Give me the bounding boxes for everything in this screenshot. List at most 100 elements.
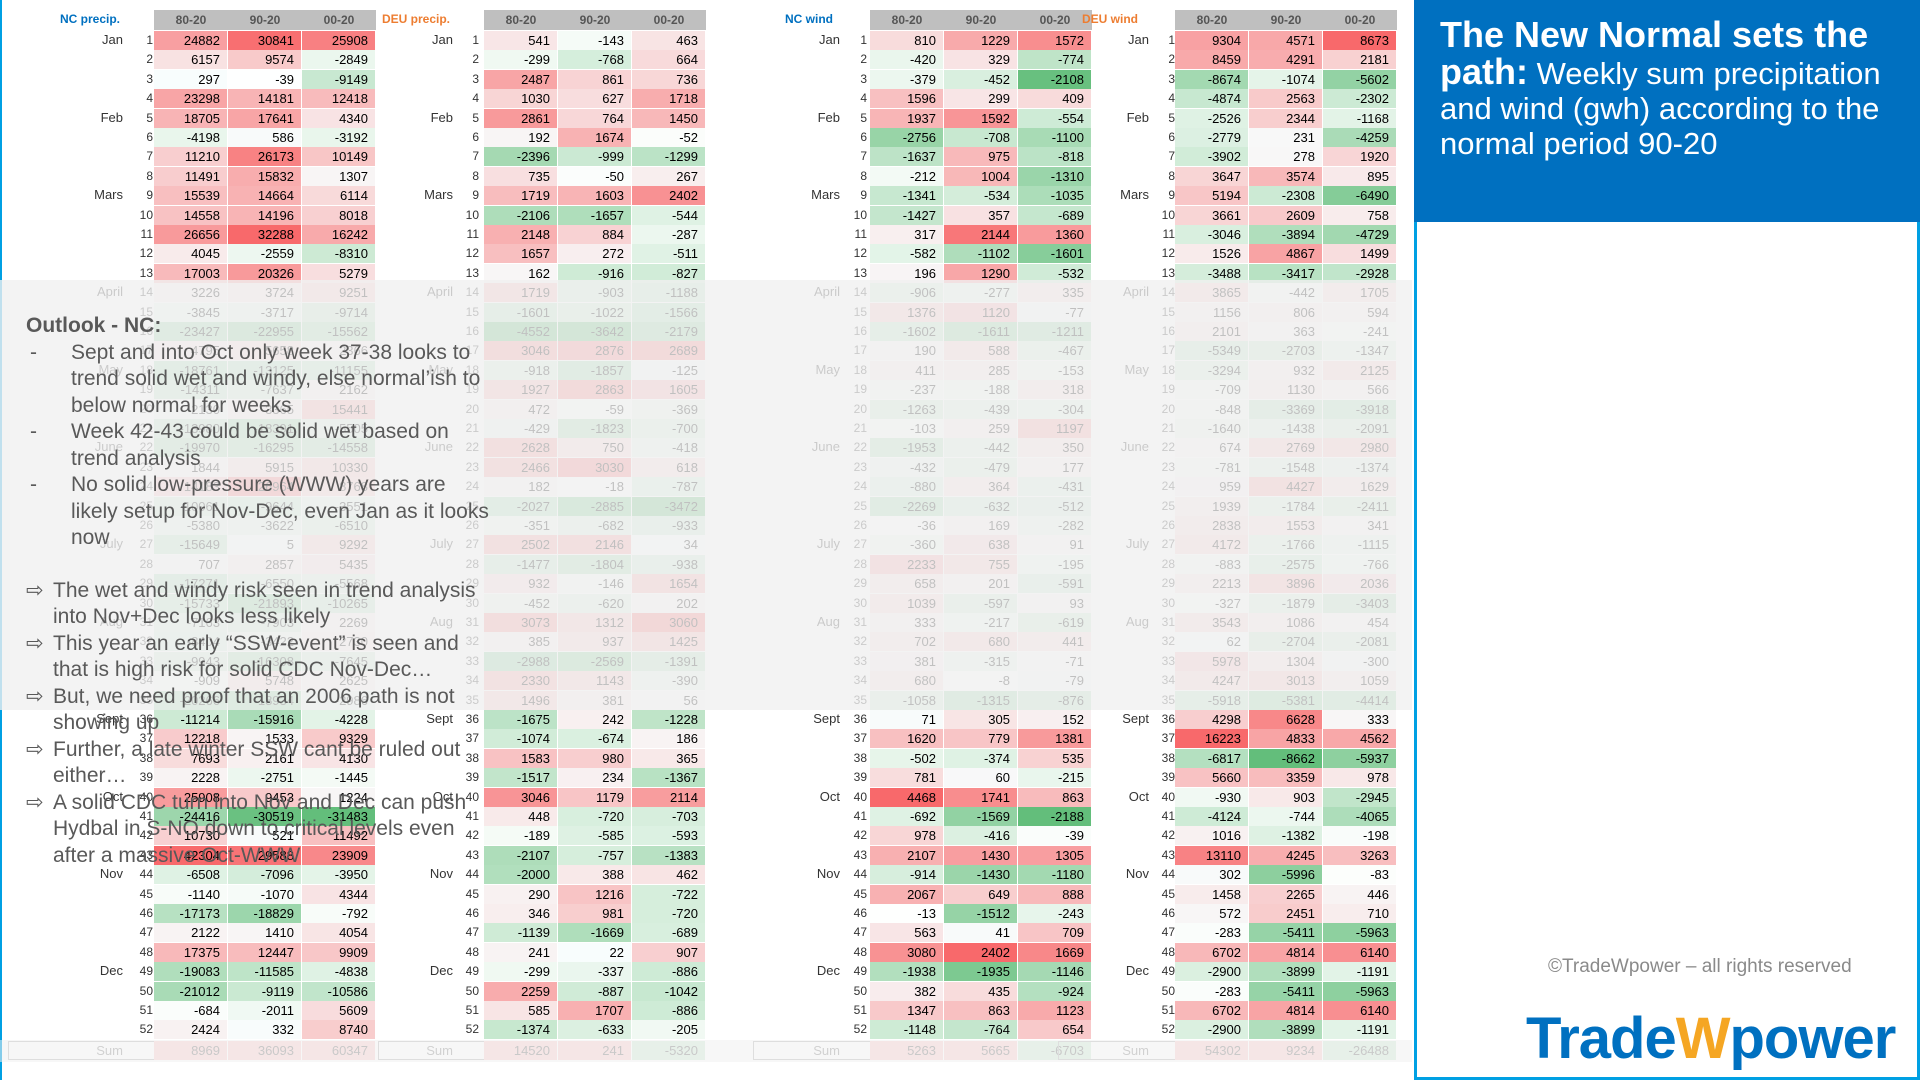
week-number: 51 (465, 1003, 479, 1017)
period-header-label: 00-20 (323, 13, 355, 27)
month-label: Oct (819, 788, 840, 804)
week-number: 13 (465, 265, 479, 280)
value-cell: -4838 (302, 962, 376, 982)
value-cell: 1707 (558, 1001, 632, 1020)
value-cell: 302 (1175, 865, 1249, 885)
value-cell: -416 (944, 826, 1018, 846)
week-number: 37 (465, 731, 479, 746)
week-number: 41 (139, 809, 153, 823)
week-number: 47 (465, 925, 479, 940)
value-cell: -1341 (870, 186, 944, 206)
value-cell: -2928 (1323, 263, 1397, 283)
week-number: 6 (1168, 130, 1175, 144)
outlook-bullet-text: Sept and into Oct only week 37-38 looks … (71, 340, 481, 417)
month-label: Sept (426, 711, 453, 726)
value-cell: 12447 (228, 942, 302, 962)
value-cell: 1458 (1175, 884, 1249, 904)
week-number: 7 (146, 149, 153, 164)
value-cell: 12418 (302, 89, 376, 109)
period-header-label: 90-20 (965, 13, 997, 27)
value-cell: -511 (632, 244, 706, 264)
week-number: 12 (139, 246, 153, 261)
value-cell: -420 (870, 50, 944, 70)
value-cell: -1100 (1018, 128, 1092, 147)
week-number: 5 (146, 110, 153, 125)
week-number: 51 (1161, 1003, 1175, 1017)
period-header-label: 90-20 (1270, 13, 1302, 27)
value-cell: 2451 (1249, 904, 1323, 923)
value-cell: 60 (944, 768, 1018, 788)
value-cell: 333 (1323, 710, 1397, 729)
value-cell: 4833 (1249, 729, 1323, 749)
value-cell: 463 (632, 31, 706, 50)
week-number: 8 (860, 168, 867, 183)
month-label: Sept (813, 711, 840, 726)
week-number: 39 (853, 770, 867, 785)
week-number: 42 (465, 828, 479, 843)
value-cell: 9909 (302, 942, 376, 962)
value-cell: 8018 (302, 205, 376, 225)
week-number: 36 (465, 712, 479, 726)
outlook-bullet-text: No solid low-pressure (WWW) years are li… (71, 473, 489, 549)
period-header-label: 00-20 (1039, 13, 1071, 27)
value-cell: -930 (1175, 787, 1249, 807)
outlook-bullet: - Sept and into Oct only week 37-38 looks… (26, 340, 496, 420)
value-cell: -39 (228, 69, 302, 89)
value-cell: -818 (1018, 147, 1092, 167)
week-number: 38 (139, 750, 153, 765)
value-cell: 297 (154, 69, 228, 89)
week-number: 45 (853, 886, 867, 901)
value-cell: -1070 (228, 884, 302, 904)
value-cell: -337 (558, 962, 632, 982)
value-cell: 6114 (302, 186, 376, 206)
value-cell: 329 (944, 50, 1018, 70)
value-cell: -2751 (228, 768, 302, 788)
value-cell: 1347 (870, 1001, 944, 1020)
value-cell: -9149 (302, 69, 376, 89)
value-cell: 975 (944, 147, 1018, 167)
value-cell: -585 (558, 826, 632, 846)
week-number: 3 (860, 71, 867, 86)
value-cell: 152 (1018, 710, 1092, 729)
value-cell: 1450 (632, 108, 706, 128)
value-cell: -1367 (632, 768, 706, 788)
value-cell: 1583 (484, 748, 558, 768)
value-cell: 3080 (870, 942, 944, 962)
month-label: Mars (94, 187, 123, 203)
value-cell: 9329 (302, 729, 376, 749)
week-number: 38 (1161, 750, 1175, 765)
week-number: 46 (853, 906, 867, 920)
value-cell: 299 (944, 89, 1018, 109)
week-number: 38 (853, 750, 867, 765)
value-cell: 29588 (228, 845, 302, 865)
week-number: 49 (1161, 964, 1175, 979)
value-cell: 764 (558, 108, 632, 128)
period-header-label: 00-20 (1344, 13, 1376, 27)
value-cell: -5963 (1323, 981, 1397, 1001)
value-cell: -4228 (302, 710, 376, 729)
week-number: 1 (860, 33, 867, 47)
value-cell: -3899 (1249, 962, 1323, 982)
value-cell: 5660 (1175, 768, 1249, 788)
table-title: NC precip. (60, 12, 121, 26)
week-number: 44 (139, 867, 153, 882)
outlook-arrow-item: ⇨ This year an early “SSW-event” is seen … (26, 631, 496, 684)
week-number: 48 (853, 944, 867, 959)
value-cell: 24882 (154, 31, 228, 50)
month-label: Dec (1125, 963, 1149, 979)
week-number: 39 (1161, 770, 1175, 785)
value-cell: -582 (870, 244, 944, 264)
value-cell: -2900 (1175, 1020, 1249, 1040)
month-label: Nov (99, 866, 123, 882)
value-cell: 1430 (944, 845, 1018, 865)
value-cell: -916 (558, 263, 632, 283)
value-cell: -243 (1018, 904, 1092, 923)
value-cell: -379 (870, 69, 944, 89)
value-cell: -4729 (1323, 225, 1397, 244)
value-cell: 4054 (302, 923, 376, 943)
headline-text: Weekly sum precipitation and wind (gwh) … (1440, 56, 1881, 161)
value-cell: 4814 (1249, 1001, 1323, 1020)
value-cell: -1569 (944, 807, 1018, 826)
value-cell: 863 (944, 1001, 1018, 1020)
value-cell: -6817 (1175, 748, 1249, 768)
